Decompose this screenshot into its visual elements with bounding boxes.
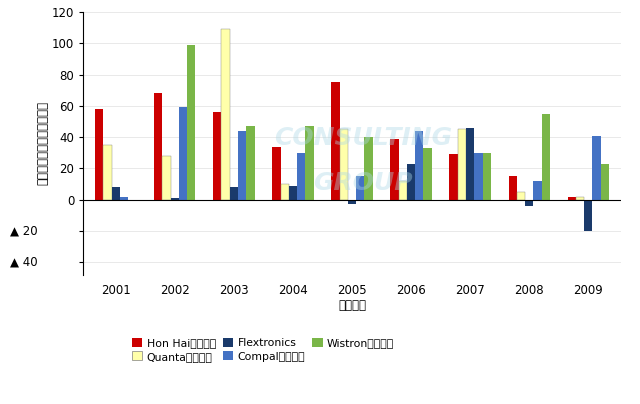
Text: GROUP: GROUP: [313, 171, 413, 195]
Bar: [154, 93, 163, 200]
Bar: [332, 82, 340, 200]
Bar: [483, 153, 491, 200]
Bar: [120, 197, 128, 200]
Bar: [272, 147, 280, 200]
Bar: [103, 145, 111, 200]
Bar: [466, 128, 474, 200]
Bar: [517, 192, 525, 200]
Text: ▲ 20: ▲ 20: [10, 225, 38, 238]
Legend: Hon Hai（鸿海）, Quanta（廣達）, Flextronics, Compal（仁寳）, Wistron（綁創）: Hon Hai（鸿海）, Quanta（廣達）, Flextronics, Co…: [132, 338, 394, 362]
Bar: [356, 176, 364, 200]
Bar: [568, 197, 576, 200]
Bar: [111, 187, 120, 200]
Bar: [458, 129, 466, 200]
Bar: [407, 164, 415, 200]
Y-axis label: 連結売上高の成長率（％）: 連結売上高の成長率（％）: [36, 101, 49, 185]
Bar: [187, 45, 195, 200]
Bar: [474, 153, 483, 200]
Text: ▲ 40: ▲ 40: [10, 256, 38, 269]
Bar: [364, 137, 372, 200]
X-axis label: （年度）: （年度）: [338, 299, 366, 312]
Bar: [171, 198, 179, 200]
Bar: [576, 197, 584, 200]
Bar: [601, 164, 609, 200]
Bar: [415, 131, 424, 200]
Bar: [305, 126, 314, 200]
Bar: [593, 136, 601, 200]
Text: CONSULTING: CONSULTING: [274, 126, 452, 150]
Bar: [95, 109, 103, 200]
Bar: [280, 184, 289, 200]
Bar: [348, 200, 356, 204]
Bar: [533, 181, 541, 200]
Bar: [163, 156, 171, 200]
Bar: [230, 187, 238, 200]
Bar: [399, 181, 407, 200]
Bar: [584, 200, 593, 231]
Bar: [525, 200, 533, 206]
Bar: [390, 139, 399, 200]
Bar: [246, 126, 255, 200]
Bar: [179, 107, 187, 200]
Bar: [340, 129, 348, 200]
Bar: [449, 154, 458, 200]
Bar: [509, 176, 517, 200]
Bar: [238, 131, 246, 200]
Bar: [213, 112, 221, 200]
Bar: [289, 185, 297, 200]
Bar: [221, 29, 230, 200]
Bar: [297, 153, 305, 200]
Bar: [541, 114, 550, 200]
Bar: [424, 148, 432, 200]
